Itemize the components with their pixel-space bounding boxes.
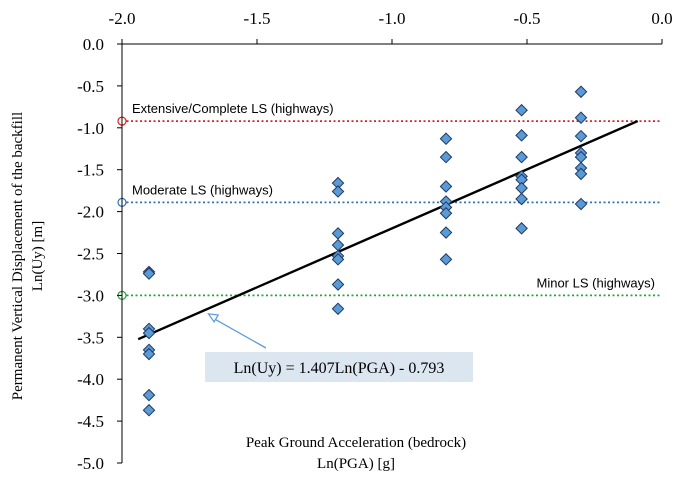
axes [117,39,663,464]
data-point [142,403,156,417]
y-tick-label: -2.0 [77,203,104,222]
data-point [515,103,528,117]
y-tick-label: -3.5 [77,328,104,347]
x-axis-title-line1: Peak Ground Acceleration (bedrock) [246,435,466,451]
data-point [515,192,528,206]
y-tick-label: -2.5 [77,245,104,264]
data-point [439,132,453,146]
data-point [439,206,453,220]
y-tick-label: -3.0 [77,286,104,305]
data-point [331,278,345,291]
x-tick-label: -1.0 [379,9,406,28]
data-point [574,85,588,99]
data-point [439,150,453,164]
data-point [439,180,453,193]
threshold-labels: Extensive/Complete LS (highways) Moderate… [132,101,655,290]
data-points [142,85,588,417]
y-tick-label: -1.0 [77,119,104,138]
data-point [142,267,156,280]
data-point [574,167,588,181]
y-tick-label: -4.0 [77,370,104,389]
x-tick-labels: -2.0 -1.5 -1.0 -0.5 0.0 [109,9,673,28]
y-tick-label: -4.5 [77,412,104,431]
y-axis-title-line1: Permanent Vertical Displacement of the b… [10,112,26,400]
data-point [439,253,453,266]
data-point [331,185,345,198]
trendline [137,119,639,341]
equation-annotation: Ln(Uy) = 1.407Ln(PGA) - 0.793 [205,313,473,382]
equation-label: Ln(Uy) = 1.407Ln(PGA) - 0.793 [234,360,445,377]
data-point [331,253,345,266]
x-tick-label: -2.0 [109,9,136,28]
y-tick-label: -5.0 [77,454,104,473]
x-tick-label: 0.0 [651,9,672,28]
y-tick-label: -0.5 [77,77,104,96]
equation-arrow [212,317,267,349]
data-point [331,302,345,316]
y-tick-labels: 0.0 -0.5 -1.0 -1.5 -2.0 -2.5 -3.0 -3.5 -4.0 -4.5 -… [77,35,104,473]
threshold-label: Minor LS (highways) [537,275,656,290]
data-point [515,222,528,235]
data-point [331,227,345,240]
y-tick-label: 0.0 [83,35,104,54]
data-point [142,347,156,361]
data-point [515,181,528,195]
trendline-group [137,119,639,341]
data-point [574,111,588,125]
x-tick-label: -1.5 [244,9,271,28]
threshold-label: Moderate LS (highways) [132,182,273,197]
data-point [439,226,453,239]
y-tick-label: -1.5 [77,161,104,180]
equation-arrow-head [207,313,220,323]
y-axis-title-line2: Ln(Uy) [m] [30,221,46,291]
threshold-label: Extensive/Complete LS (highways) [132,101,334,116]
data-point [515,129,528,142]
data-point [515,150,528,164]
data-point [574,197,588,211]
x-axis-title-line2: Ln(PGA) [g] [317,456,395,472]
data-point [574,129,588,143]
x-tick-label: -0.5 [514,9,541,28]
data-point [142,388,156,402]
equation-box [205,352,473,382]
data-point [142,326,156,340]
